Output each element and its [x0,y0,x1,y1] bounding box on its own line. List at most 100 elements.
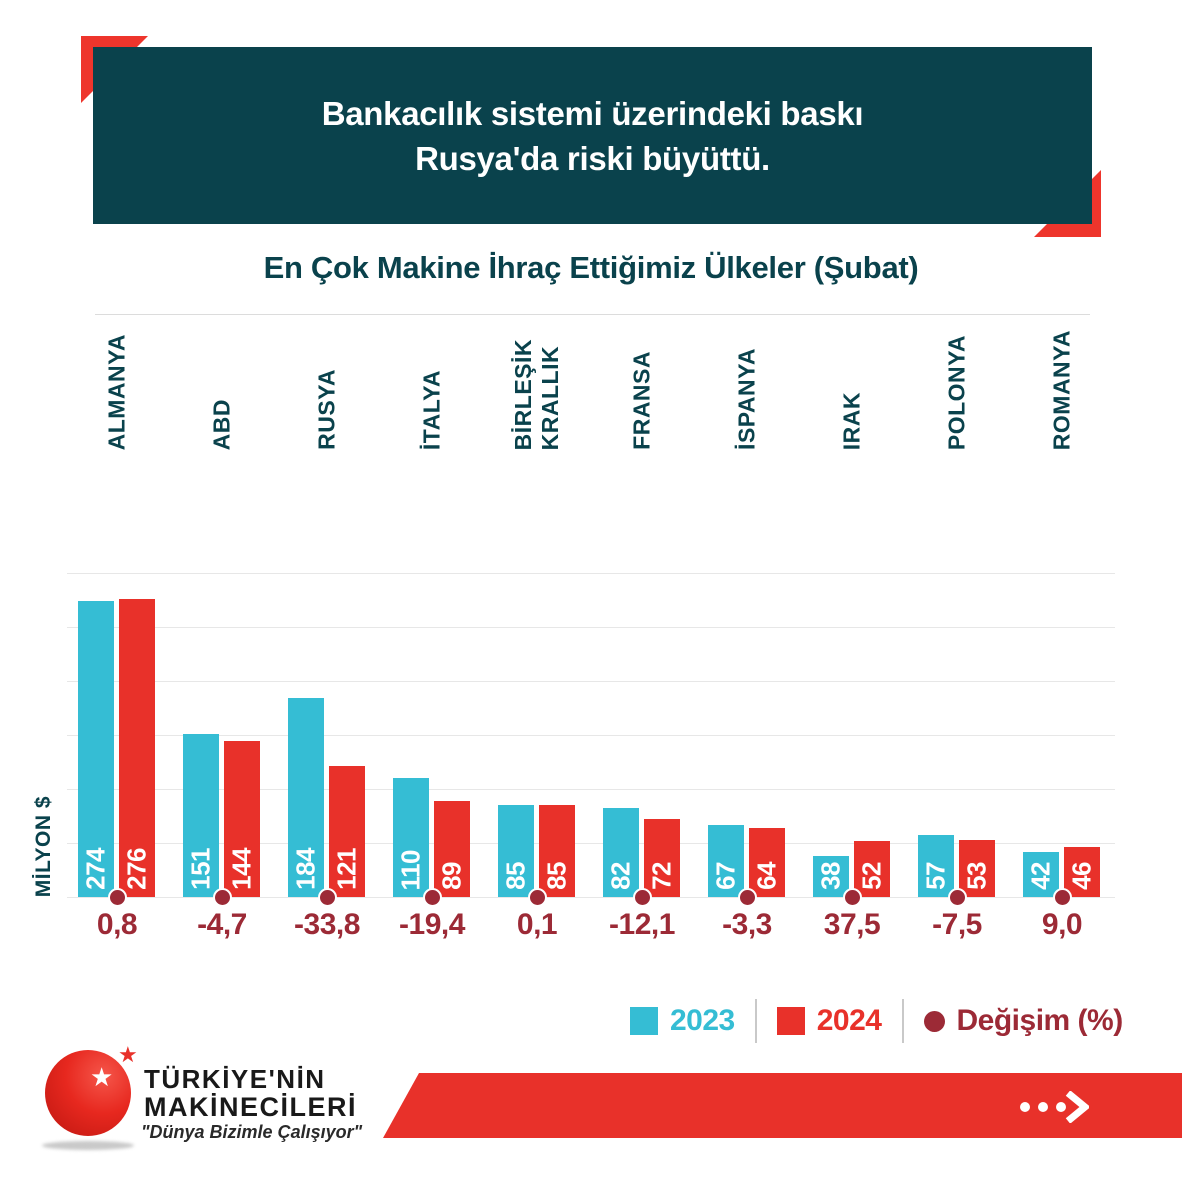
bar-2023-i̇talya: 110 [393,778,429,897]
change-value-fransa: -12,1 [609,908,675,941]
headline-line-2: Rusya'da riski büyüttü. [415,139,770,177]
legend-item-de-i-im-: Değişim (%) [923,1004,1124,1038]
star-icon: ★ [118,1042,138,1067]
bar-2023-almanya: 274 [78,601,114,897]
category-label-irak: IRAK [838,391,865,450]
legend-swatch-circle [923,1010,945,1032]
category-label-i̇talya: İTALYA [418,369,445,450]
star-icon: ★ [90,1062,114,1092]
category-label-almanya: ALMANYA [103,333,130,450]
bar-2024-polonya: 53 [959,840,995,897]
change-dot-irak [843,888,862,907]
brand-tagline: "Dünya Bizimle Çalışıyor" [141,1122,363,1142]
change-dot-fransa [633,888,652,907]
category-label-fransa: FRANSA [628,351,655,450]
bar-2024-rusya: 121 [329,766,365,897]
change-dot-almanya [108,888,127,907]
bar-value-2024-polonya: 53 [961,862,992,890]
change-value-almanya: 0,8 [96,908,138,941]
legend-swatch-square [630,1007,658,1035]
change-dot-i̇spanya [738,888,757,907]
bar-2024-irak: 52 [854,841,890,897]
legend-item-2024: 2024 [776,1004,882,1038]
bar-2023-polonya: 57 [918,835,954,897]
legend-separator [901,999,904,1043]
bar-value-2024-abd: 144 [226,848,257,890]
bar-2023-romanya: 42 [1023,852,1059,897]
y-axis-label: MİLYON $ [32,795,55,897]
bar-value-2024-i̇spanya: 64 [751,862,782,890]
legend-label: Değişim (%) [956,1004,1124,1037]
bar-2023-bi̇rleşi̇k-krallik: 85 [498,805,534,897]
gridline-300 [67,573,1115,574]
bar-2023-irak: 38 [813,856,849,897]
gridline-100 [67,789,1115,790]
bar-value-2023-polonya: 57 [920,862,951,890]
change-dot-abd [213,888,232,907]
chart-title: En Çok Makine İhraç Ettiğimiz Ülkeler (Ş… [263,250,919,285]
change-value-i̇spanya: -3,3 [722,908,772,941]
change-value-rusya: -33,8 [294,908,360,941]
change-value-abd: -4,7 [197,908,247,941]
change-dot-polonya [948,888,967,907]
bar-value-2023-romanya: 42 [1025,862,1056,890]
bar-value-2023-irak: 38 [815,862,846,890]
bar-value-2024-bi̇rleşi̇k-krallik: 85 [541,862,572,890]
gridline-0 [67,897,1115,898]
bar-value-2023-fransa: 82 [605,862,636,890]
headline-line-1: Bankacılık sistemi üzerindeki baskı [321,94,864,132]
change-dot-bi̇rleşi̇k-krallik [528,888,547,907]
gridline-150 [67,735,1115,736]
category-label-abd: ABD [208,398,235,450]
change-value-bi̇rleşi̇k-krallik: 0,1 [516,908,558,941]
bar-value-2024-i̇talya: 89 [436,862,467,890]
footer-banner [383,1073,1182,1138]
legend-separator [754,999,757,1043]
logo-shadow [42,1141,134,1150]
bar-value-2024-fransa: 72 [646,862,677,890]
category-label-i̇spanya: İSPANYA [733,348,760,450]
change-dot-i̇talya [423,888,442,907]
category-label-bi̇rleşi̇k-krallik: BİRLEŞİK KRALLIK [510,338,563,450]
gridline-50 [67,843,1115,844]
bar-2023-rusya: 184 [288,698,324,897]
bar-2023-abd: 151 [183,734,219,897]
bar-value-2023-bi̇rleşi̇k-krallik: 85 [500,862,531,890]
bar-2024-fransa: 72 [644,819,680,897]
chart-legend: 2023 2024 Değişim (%) [630,998,1123,1044]
title-divider [95,314,1090,315]
bar-value-2024-romanya: 46 [1066,862,1097,890]
bar-2024-bi̇rleşi̇k-krallik: 85 [539,805,575,897]
brand-name-line-1: TÜRKİYE'NİN [144,1064,326,1094]
brand-name-line-2: MAKİNECİLERİ [144,1092,357,1122]
bar-2024-i̇spanya: 64 [749,828,785,897]
gridline-200 [67,681,1115,682]
bar-2024-romanya: 46 [1064,847,1100,897]
change-dot-romanya [1053,888,1072,907]
change-dot-rusya [318,888,337,907]
brand-logo [45,1050,131,1136]
bar-value-2023-i̇spanya: 67 [710,862,741,890]
ellipsis-dot-icon [1056,1102,1066,1112]
chevron-right-icon[interactable] [1065,1091,1089,1123]
category-label-rusya: RUSYA [313,369,340,450]
bar-value-2023-i̇talya: 110 [395,849,426,890]
ellipsis-dot-icon [1038,1102,1048,1112]
legend-label: 2024 [816,1004,882,1037]
legend-swatch-square [776,1007,805,1035]
bar-value-2023-almanya: 274 [80,848,111,890]
legend-label: 2023 [670,1004,735,1037]
ellipsis-dot-icon [1020,1102,1030,1112]
category-label-romanya: ROMANYA [1048,329,1075,450]
bar-value-2024-irak: 52 [856,862,887,890]
bar-2023-fransa: 82 [603,808,639,897]
category-label-polonya: POLONYA [943,334,970,450]
change-value-romanya: 9,0 [1041,908,1083,941]
change-value-polonya: -7,5 [932,908,982,941]
headline-banner: Bankacılık sistemi üzerindeki baskı Rusy… [93,47,1092,224]
bar-2024-almanya: 276 [119,599,155,897]
legend-item-2023: 2023 [630,1004,735,1038]
bar-value-2023-rusya: 184 [290,848,321,890]
change-value-irak: 37,5 [823,908,881,941]
bar-value-2023-abd: 151 [185,848,216,890]
